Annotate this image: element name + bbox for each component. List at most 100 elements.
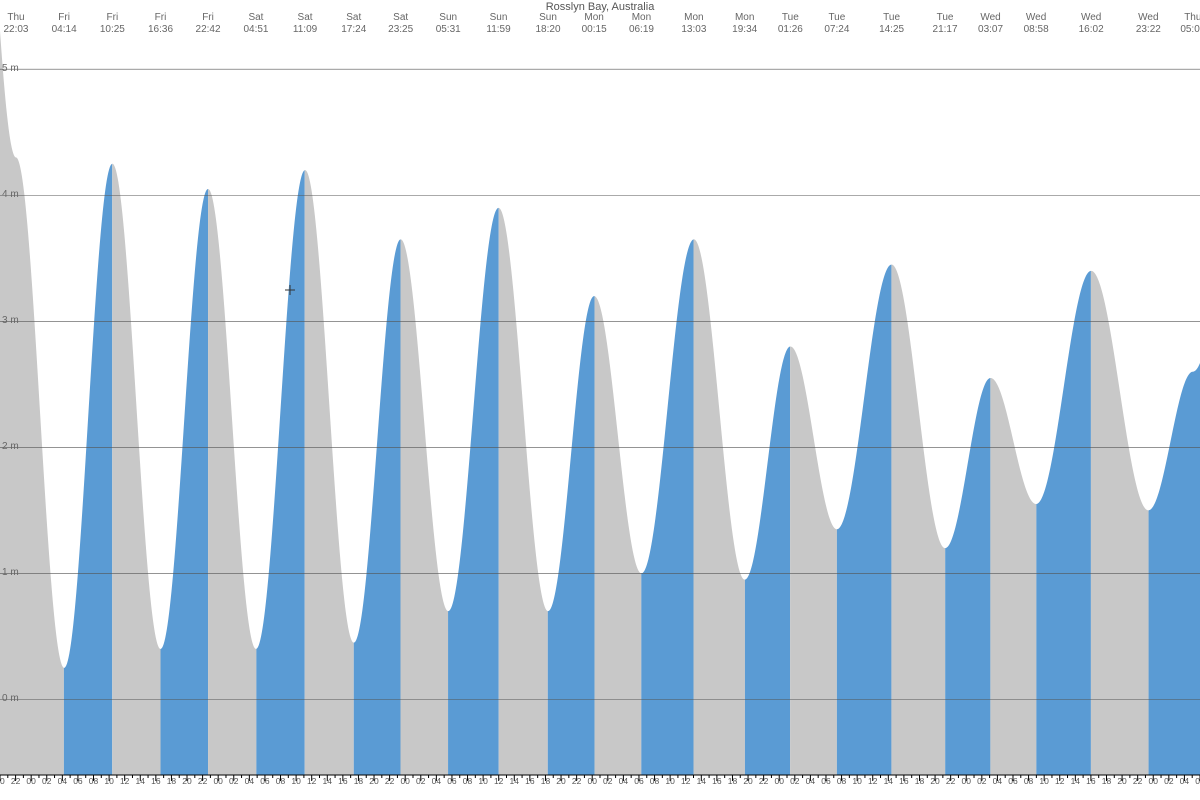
x-axis-label: 22: [385, 776, 394, 786]
x-axis-label: 04: [806, 776, 815, 786]
header-time: 17:24: [330, 24, 378, 36]
header-time-col: Sun11:59: [475, 12, 523, 36]
header-time-col: Fri22:42: [184, 12, 232, 36]
header-time-col: Tue14:25: [868, 12, 916, 36]
x-axis-label: 00: [26, 776, 35, 786]
y-axis-label: 1 m: [2, 567, 19, 578]
tide-fill-segment: [401, 239, 449, 775]
header-time: 16:36: [137, 24, 185, 36]
tide-fill-segment: [208, 189, 256, 775]
x-axis-label: 16: [712, 776, 721, 786]
header-day: Wed: [1012, 12, 1060, 24]
x-axis-label: 12: [868, 776, 877, 786]
tide-fill-segment: [499, 208, 548, 775]
header-time-col: Wed08:58: [1012, 12, 1060, 36]
header-day: Fri: [184, 12, 232, 24]
y-axis-label: 3 m: [2, 315, 19, 326]
x-axis-label: 08: [650, 776, 659, 786]
tide-fill-segment: [161, 189, 209, 775]
x-axis-label: 12: [1055, 776, 1064, 786]
x-axis-label: 16: [338, 776, 347, 786]
header-time-col: Sat23:25: [377, 12, 425, 36]
x-axis-label: 04: [245, 776, 254, 786]
header-time: 23:25: [377, 24, 425, 36]
tide-fill-segment: [837, 265, 892, 775]
x-axis-label: 08: [89, 776, 98, 786]
header-time: 04:51: [232, 24, 280, 36]
header-time-col: Wed16:02: [1067, 12, 1115, 36]
x-axis-label: 18: [728, 776, 737, 786]
x-axis-label: 04: [432, 776, 441, 786]
x-axis-label: 20: [930, 776, 939, 786]
header-time: 16:02: [1067, 24, 1115, 36]
x-axis-label: 06: [447, 776, 456, 786]
x-axis-label: 14: [510, 776, 519, 786]
x-axis-label: 00: [213, 776, 222, 786]
header-time: 18:20: [524, 24, 572, 36]
x-axis-label: 12: [494, 776, 503, 786]
tide-fill-segment: [256, 170, 304, 775]
x-axis-label: 02: [603, 776, 612, 786]
x-axis-label: 22: [198, 776, 207, 786]
x-axis-label: 16: [525, 776, 534, 786]
header-time-col: Mon06:19: [617, 12, 665, 36]
header-time: 05:31: [424, 24, 472, 36]
x-axis-label: 00: [774, 776, 783, 786]
header-day: Fri: [88, 12, 136, 24]
x-axis-label: 04: [58, 776, 67, 786]
header-day: Sat: [281, 12, 329, 24]
header-time-col: Wed23:22: [1124, 12, 1172, 36]
x-axis-label: 08: [1024, 776, 1033, 786]
chart-svg: [0, 0, 1200, 800]
header-day: Sat: [377, 12, 425, 24]
tide-fill-segment: [790, 347, 837, 776]
tide-fill-segment: [745, 347, 790, 776]
header-day: Mon: [670, 12, 718, 24]
header-time-col: Sat04:51: [232, 12, 280, 36]
x-axis-label: 22: [759, 776, 768, 786]
header-time: 05:05: [1169, 24, 1200, 36]
tide-fill-segment: [305, 170, 354, 775]
x-axis-label: 10: [291, 776, 300, 786]
x-axis-label: 06: [1008, 776, 1017, 786]
header-time: 13:03: [670, 24, 718, 36]
x-axis-label: 06: [634, 776, 643, 786]
x-axis-label: 16: [1086, 776, 1095, 786]
x-axis-label: 22: [946, 776, 955, 786]
x-axis-label: 14: [697, 776, 706, 786]
header-time-col: Wed03:07: [967, 12, 1015, 36]
x-axis-label: 20: [369, 776, 378, 786]
y-axis-label: 5 m: [2, 63, 19, 74]
x-axis-label: 02: [229, 776, 238, 786]
tide-fill-segment: [354, 239, 401, 775]
y-axis-label: 2 m: [2, 441, 19, 452]
tide-fill-segment: [1149, 363, 1200, 775]
y-axis-label: 4 m: [2, 189, 19, 200]
x-axis-label: 20: [1117, 776, 1126, 786]
header-time-col: Mon19:34: [721, 12, 769, 36]
tide-fill-segment: [694, 239, 745, 775]
tide-chart: Rosslyn Bay, Australia 0 m1 m2 m3 m4 m5 …: [0, 0, 1200, 800]
tide-fill-segment: [548, 296, 595, 775]
header-day: Tue: [813, 12, 861, 24]
header-day: Tue: [868, 12, 916, 24]
x-axis-label: 18: [541, 776, 550, 786]
x-axis-label: 10: [1039, 776, 1048, 786]
header-time-col: Sat11:09: [281, 12, 329, 36]
header-day: Mon: [721, 12, 769, 24]
x-axis-label: 14: [1071, 776, 1080, 786]
y-axis-label: 0 m: [2, 693, 19, 704]
header-time-col: Thu05:05: [1169, 12, 1200, 36]
x-axis-label: 10: [665, 776, 674, 786]
header-time-col: Fri04:14: [40, 12, 88, 36]
x-axis-label: 20: [556, 776, 565, 786]
header-day: Sun: [524, 12, 572, 24]
header-time: 11:09: [281, 24, 329, 36]
header-time-col: Sun18:20: [524, 12, 572, 36]
x-axis-label: 06: [73, 776, 82, 786]
x-axis-label: 22: [1133, 776, 1142, 786]
header-day: Wed: [1124, 12, 1172, 24]
header-day: Thu: [1169, 12, 1200, 24]
header-time-col: Sat17:24: [330, 12, 378, 36]
x-axis-label: 14: [884, 776, 893, 786]
